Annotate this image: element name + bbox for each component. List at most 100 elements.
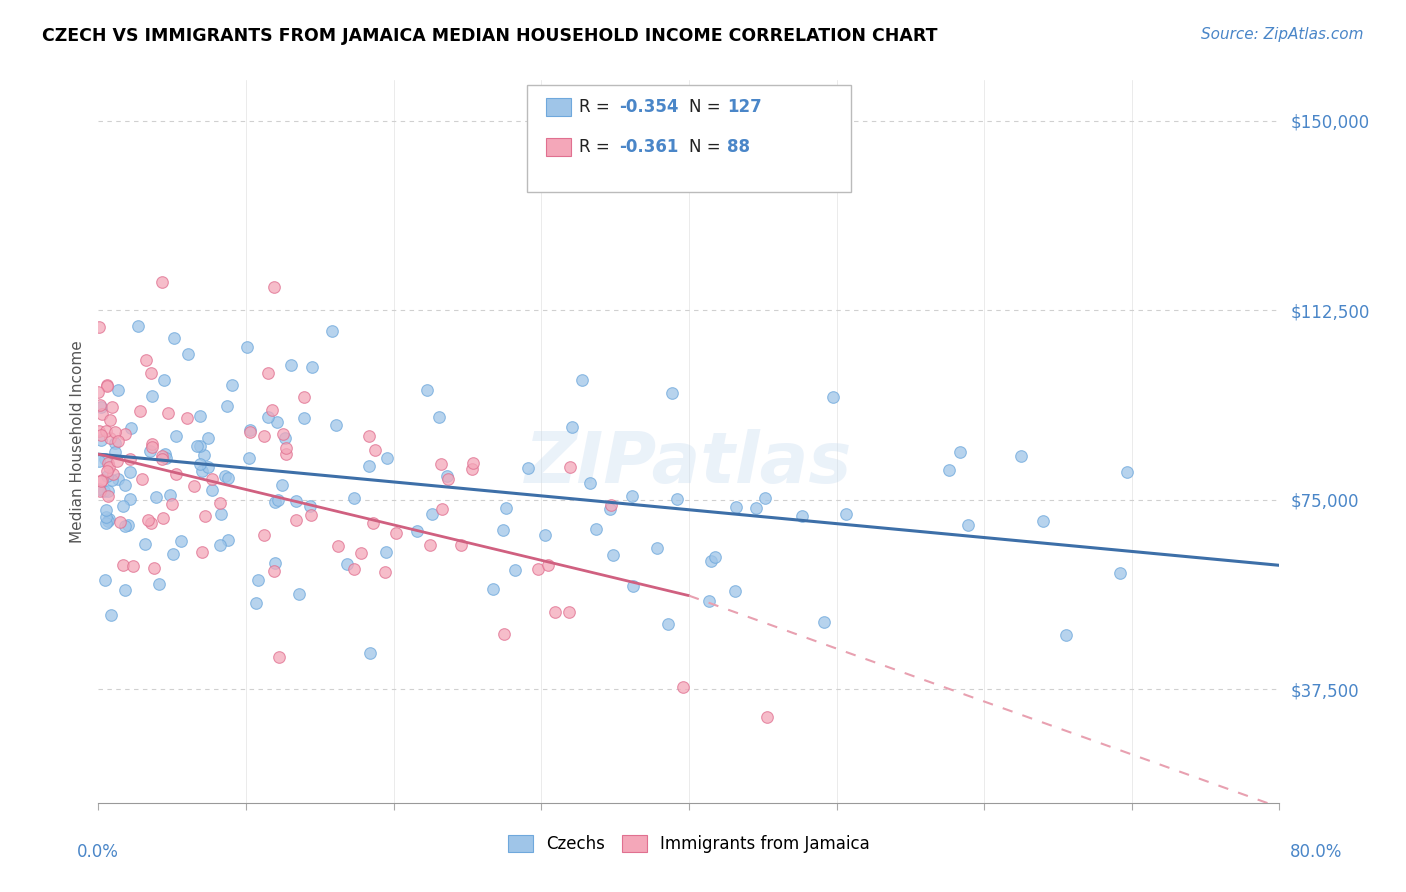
Point (100, 607, 122, 622)
Point (111, 499, 134, 513)
Point (93, 484, 115, 499)
Point (188, 458, 211, 472)
Point (186, 439, 208, 453)
Text: N =: N = (689, 98, 725, 116)
Point (128, 404, 150, 418)
Text: CZECH VS IMMIGRANTS FROM JAMAICA MEDIAN HOUSEHOLD INCOME CORRELATION CHART: CZECH VS IMMIGRANTS FROM JAMAICA MEDIAN … (42, 27, 938, 45)
Point (177, 347, 200, 361)
Point (579, 476, 602, 491)
Point (104, 425, 127, 440)
Point (245, 596, 267, 610)
Text: Source: ZipAtlas.com: Source: ZipAtlas.com (1201, 27, 1364, 42)
Point (165, 467, 187, 482)
Point (405, 524, 427, 539)
Point (1115, 465, 1137, 479)
Point (503, 563, 526, 577)
Point (155, 450, 177, 465)
Point (94, 510, 117, 524)
Point (176, 411, 198, 425)
Point (97, 484, 120, 499)
Point (253, 429, 276, 443)
Text: 80.0%: 80.0% (1291, 843, 1343, 861)
Point (127, 318, 149, 333)
Point (94, 452, 117, 467)
Point (274, 447, 297, 461)
Text: ZIPatlas: ZIPatlas (526, 429, 852, 498)
Point (89, 398, 111, 412)
Point (209, 507, 232, 521)
Point (107, 454, 129, 468)
Point (122, 559, 145, 574)
Point (157, 406, 180, 420)
Point (98, 431, 121, 445)
Point (114, 583, 136, 598)
Point (108, 515, 131, 529)
Point (253, 527, 276, 541)
Point (364, 442, 387, 457)
Point (100, 400, 122, 414)
Point (98, 413, 121, 427)
Point (152, 511, 174, 525)
Point (571, 373, 593, 387)
Point (813, 615, 835, 629)
Point (298, 500, 321, 514)
Point (357, 429, 380, 443)
Point (260, 402, 283, 417)
Point (450, 538, 472, 552)
Point (170, 534, 193, 549)
Point (325, 417, 347, 432)
Point (301, 359, 323, 374)
Point (350, 546, 373, 560)
Point (270, 477, 292, 491)
Point (665, 492, 688, 507)
Point (104, 444, 127, 458)
Point (98, 460, 121, 475)
Point (271, 427, 294, 442)
Point (165, 429, 187, 443)
Point (114, 477, 136, 491)
Point (257, 367, 280, 381)
Point (374, 566, 396, 580)
Point (97, 456, 120, 470)
Point (263, 280, 285, 294)
Point (534, 528, 557, 542)
Text: -0.354: -0.354 (619, 98, 678, 116)
Point (482, 582, 505, 596)
Point (90, 474, 112, 488)
Point (560, 460, 582, 475)
Point (558, 605, 581, 619)
Point (517, 460, 540, 475)
Point (430, 501, 453, 516)
Point (697, 593, 720, 607)
Point (87, 319, 110, 334)
Point (90, 428, 112, 442)
Point (420, 508, 443, 522)
Point (657, 616, 679, 631)
Point (700, 553, 723, 567)
Point (274, 442, 297, 456)
Point (141, 389, 163, 403)
Point (620, 489, 643, 503)
Point (336, 557, 359, 571)
Point (87, 424, 110, 438)
Point (150, 276, 173, 290)
Point (1032, 514, 1054, 528)
Point (135, 352, 157, 367)
Point (267, 493, 290, 508)
Point (359, 646, 381, 660)
Point (835, 508, 858, 522)
Point (120, 420, 142, 434)
Point (256, 410, 278, 425)
Point (585, 522, 607, 536)
Point (536, 558, 558, 572)
Point (343, 491, 366, 506)
Point (938, 463, 960, 477)
Point (672, 680, 695, 694)
Point (197, 459, 219, 474)
Point (823, 390, 845, 404)
Point (139, 444, 162, 458)
Point (197, 431, 219, 445)
Point (602, 549, 624, 563)
Point (162, 331, 184, 345)
Point (754, 491, 776, 506)
